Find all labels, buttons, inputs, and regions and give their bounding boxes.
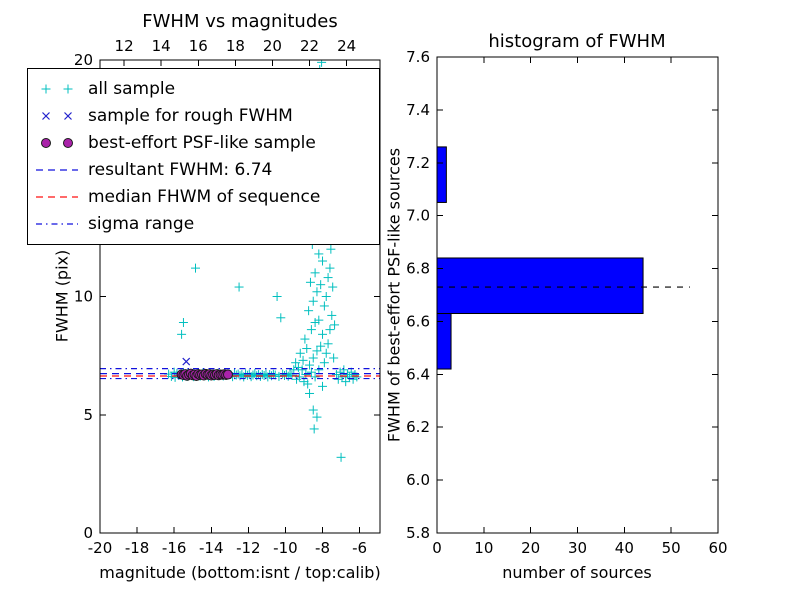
right-xaxis-label: number of sources [502, 563, 652, 582]
right-y-tick-label: 6.8 [406, 260, 430, 278]
left-plot-content [100, 60, 380, 462]
left-bottom-x-tick-label: -18 [125, 539, 150, 557]
legend-x-marker-icon [42, 111, 72, 120]
legend-entry-3: resultant FWHM: 6.74 [34, 158, 373, 183]
right-y-tick-label: 6.6 [406, 312, 430, 330]
right-y-tick-label: 7.6 [406, 48, 430, 66]
right-x-tick-label: 60 [708, 539, 727, 557]
legend-dashed-marker-icon [36, 196, 78, 198]
left-y-tick-label: 20 [74, 51, 93, 69]
right-y-tick-label: 7.4 [406, 101, 430, 119]
legend: all sample sample for rough FWHM best-effo… [27, 68, 380, 245]
histogram-bar [436, 146, 447, 203]
left-top-x-tick-label: 18 [226, 37, 245, 55]
psf-sample-circle-marker [222, 369, 233, 380]
histogram-bar [436, 257, 644, 315]
legend-marker-shape [41, 137, 51, 148]
left-y-tick-label: 5 [83, 406, 93, 424]
legend-marker-shape [64, 111, 72, 120]
legend-marker-shape [42, 111, 50, 120]
left-bottom-x-tick-label: -10 [273, 539, 298, 557]
left-plot-title: FWHM vs magnitudes [142, 11, 338, 32]
right-x-tick-label: 0 [432, 539, 442, 557]
legend-label: sigma range [88, 214, 195, 235]
right-x-tick-label: 20 [521, 539, 540, 557]
right-plot: 0 10 20 30 40 50 60 5.8 6.0 6.2 6.4 6.6 6.8 7.0 7.2 7.4… [406, 48, 727, 557]
left-y-tick-label: 10 [74, 288, 93, 306]
legend-entry-2: best-effort PSF-like sample [34, 130, 373, 155]
left-bottom-x-tick-label: -8 [315, 539, 330, 557]
legend-label: best-effort PSF-like sample [88, 132, 316, 153]
legend-dashdot-marker-icon [36, 223, 78, 226]
legend-entry-5: sigma range [34, 212, 373, 237]
left-bottom-x-tick-label: -6 [352, 539, 367, 557]
left-top-x-tick-label: 22 [300, 37, 319, 55]
left-yaxis-label: FWHM (pix) [52, 249, 72, 343]
right-y-tick-label: 7.0 [406, 207, 430, 225]
left-top-x-tick-label: 14 [152, 37, 171, 55]
legend-marker-shape [63, 137, 73, 148]
right-y-tick-label: 5.8 [406, 524, 430, 542]
right-yaxis-label: FWHM of best-effort PSF-like sources [384, 147, 404, 443]
left-bottom-x-tick-label: -20 [88, 539, 113, 557]
left-top-x-tick-label: 16 [189, 37, 208, 55]
left-bottom-x-tick-label: -16 [162, 539, 187, 557]
rough-sample-x-marker [182, 357, 191, 366]
legend-label: sample for rough FWHM [88, 105, 293, 126]
left-bottom-x-tick-label: -12 [236, 539, 261, 557]
left-top-x-tick-label: 24 [337, 37, 356, 55]
legend-label: all sample [88, 78, 176, 99]
legend-dashed-marker-icon [36, 169, 78, 171]
right-x-tick-label: 40 [615, 539, 634, 557]
right-plot-title: histogram of FWHM [488, 31, 666, 52]
legend-plus-marker-icon [41, 84, 73, 93]
right-y-tick-label: 6.2 [406, 418, 430, 436]
left-xaxis-label: magnitude (bottom:isnt / top:calib) [99, 563, 381, 582]
right-x-tick-label: 50 [662, 539, 681, 557]
legend-label: median FHWM of sequence [88, 187, 321, 208]
right-y-tick-label: 7.2 [406, 154, 430, 172]
legend-entry-1: sample for rough FWHM [34, 103, 373, 128]
legend-label: resultant FWHM: 6.74 [88, 160, 273, 181]
legend-entry-0: all sample [34, 76, 373, 101]
left-plot: -20 -18 -16 -14 -12 -10 -8 -6 12 14 16 18 20 22 24 0 5 10… [74, 37, 381, 557]
left-y-tick-label: 0 [83, 524, 93, 542]
right-y-tick-label: 6.0 [406, 471, 430, 489]
legend-circle-marker-icon [41, 137, 73, 148]
left-bottom-x-tick-label: -14 [199, 539, 224, 557]
legend-entry-4: median FHWM of sequence [34, 185, 373, 210]
left-top-x-tick-label: 20 [263, 37, 282, 55]
left-top-x-tick-label: 12 [115, 37, 134, 55]
right-x-tick-label: 10 [474, 539, 493, 557]
right-x-tick-label: 30 [568, 539, 587, 557]
right-y-tick-label: 6.4 [406, 365, 430, 383]
